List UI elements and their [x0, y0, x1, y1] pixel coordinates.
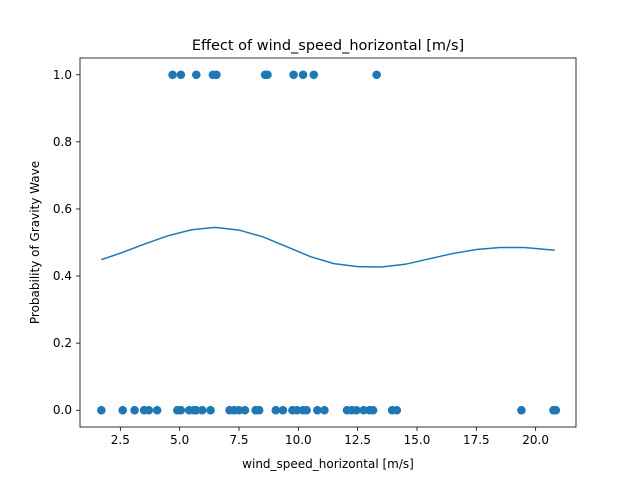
data-point [278, 405, 288, 415]
y-tick-label: 0.2 [53, 336, 72, 350]
data-point [152, 405, 162, 415]
x-tick-label: 10.0 [285, 433, 312, 447]
data-point [372, 70, 381, 80]
data-point [271, 405, 281, 415]
data-point [206, 405, 215, 415]
data-point [212, 70, 221, 80]
data-point [197, 405, 207, 415]
data-point [234, 405, 244, 415]
y-axis: 0.0 0.2 0.4 0.6 0.8 1.0 [53, 68, 80, 417]
data-point [292, 405, 302, 415]
data-point [191, 405, 201, 415]
data-point [320, 405, 329, 415]
data-point [313, 405, 322, 415]
fitted-probability-curve [101, 226, 555, 268]
y-tick-label: 0.4 [53, 269, 72, 283]
data-point [130, 405, 139, 415]
x-tick-label: 2.5 [111, 433, 130, 447]
data-point [263, 70, 272, 80]
data-point [240, 405, 250, 415]
data-point [144, 405, 154, 415]
x-tick-label: 17.5 [463, 433, 490, 447]
y-tick-label: 1.0 [53, 68, 72, 82]
data-point [551, 405, 561, 415]
data-point [368, 405, 378, 415]
x-axis: 2.5 5.0 7.5 10.0 12.5 15.0 17.5 20.0 [111, 427, 549, 447]
data-point [191, 70, 201, 80]
x-tick-label: 7.5 [229, 433, 248, 447]
data-point [392, 405, 402, 415]
data-point [97, 405, 106, 415]
data-point [254, 405, 264, 415]
data-point [168, 70, 177, 80]
x-tick-label: 5.0 [170, 433, 189, 447]
y-axis-label: Probability of Gravity Wave [28, 161, 42, 324]
data-point [517, 405, 526, 415]
chart-title: Effect of wind_speed_horizontal [m/s] [192, 38, 464, 54]
data-point [359, 405, 368, 415]
x-tick-label: 20.0 [522, 433, 549, 447]
y-tick-label: 0.8 [53, 135, 72, 149]
x-axis-label: wind_speed_horizontal [m/s] [242, 457, 414, 471]
data-point [352, 405, 361, 415]
plot-area [97, 70, 561, 415]
data-point [309, 70, 319, 80]
data-point [289, 70, 298, 80]
data-point [302, 405, 311, 415]
x-tick-label: 15.0 [404, 433, 431, 447]
data-point [176, 405, 186, 415]
y-tick-label: 0.0 [53, 403, 72, 417]
x-tick-label: 12.5 [344, 433, 371, 447]
data-point [176, 70, 186, 80]
y-tick-label: 0.6 [53, 202, 72, 216]
plot-frame [79, 57, 577, 428]
data-point [298, 70, 308, 80]
data-point [118, 405, 128, 415]
